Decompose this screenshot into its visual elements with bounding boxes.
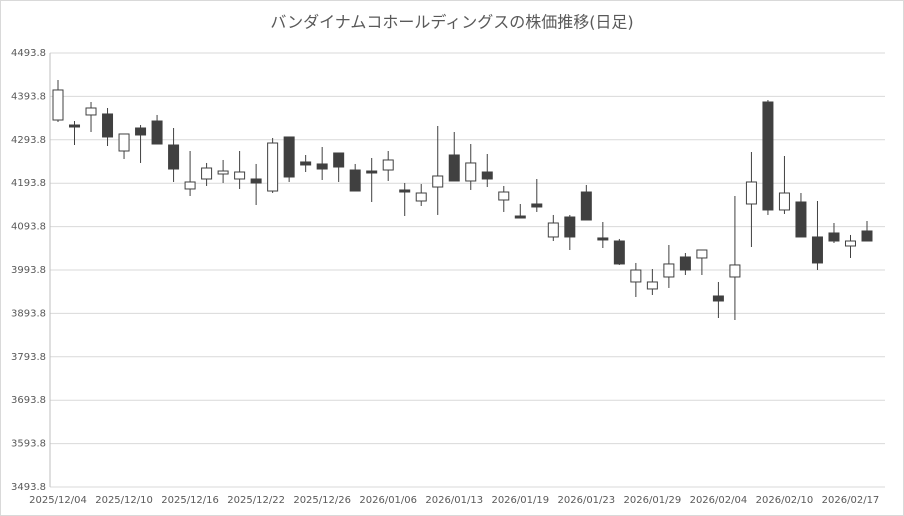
x-tick-label: 2026/01/23: [558, 495, 616, 506]
x-tick-label: 2025/12/10: [95, 495, 153, 506]
y-tick-label: 3793.8: [11, 352, 46, 363]
candle-body: [514, 215, 526, 219]
candle-body: [448, 154, 460, 182]
candle-body: [201, 167, 213, 180]
candle-body: [151, 120, 163, 145]
candle-body: [811, 236, 823, 264]
x-tick-label: 2025/12/26: [293, 495, 351, 506]
x-tick-label: 2025/12/16: [161, 495, 219, 506]
candle-body: [432, 175, 444, 188]
candle-body: [613, 240, 625, 265]
candle-body: [597, 237, 609, 241]
candle-body: [646, 281, 658, 290]
candle-body: [630, 269, 642, 283]
candle-body: [547, 222, 559, 238]
candle-body: [729, 264, 741, 278]
candle-body: [531, 203, 543, 208]
candle-body: [300, 161, 312, 166]
candle-body: [267, 142, 279, 192]
y-tick-label: 4093.8: [11, 222, 46, 233]
y-tick-label: 3893.8: [11, 308, 46, 319]
y-tick-label: 4393.8: [11, 91, 46, 102]
y-tick-label: 4293.8: [11, 135, 46, 146]
x-tick-label: 2026/01/29: [624, 495, 682, 506]
candle-body: [844, 240, 856, 247]
candle-body: [564, 216, 576, 238]
candle-body: [333, 152, 345, 168]
candle-body: [135, 127, 147, 136]
candle-body: [712, 295, 724, 302]
candle-body: [861, 230, 873, 242]
x-tick-label: 2025/12/04: [29, 495, 87, 506]
x-tick-label: 2026/01/19: [491, 495, 549, 506]
candle-body: [234, 171, 246, 180]
candle-body: [415, 192, 427, 202]
candle-body: [795, 201, 807, 238]
candle-body: [498, 191, 510, 201]
candle-body: [745, 181, 757, 205]
chart-title: バンダイナムコホールディングスの株価推移(日足): [270, 13, 633, 32]
y-tick-label: 3693.8: [11, 395, 46, 406]
candle-body: [663, 263, 675, 278]
candle-body: [283, 136, 295, 178]
candle-body: [85, 107, 97, 116]
candle-body: [52, 89, 64, 121]
y-tick-label: 3593.8: [11, 439, 46, 450]
y-tick-label: 4493.8: [11, 48, 46, 59]
candle-body: [465, 162, 477, 182]
candle-body: [168, 144, 180, 170]
candle-body: [778, 192, 790, 211]
candle-body: [217, 170, 229, 175]
x-tick-label: 2025/12/22: [227, 495, 285, 506]
y-tick-label: 3993.8: [11, 265, 46, 276]
candle-body: [102, 113, 114, 138]
x-tick-label: 2026/02/04: [690, 495, 748, 506]
candle-body: [184, 181, 196, 190]
candle-body: [580, 191, 592, 221]
y-tick-label: 4193.8: [11, 178, 46, 189]
y-tick-label: 3493.8: [11, 482, 46, 493]
candle-body: [762, 101, 774, 211]
candle-body: [828, 232, 840, 242]
candle-body: [349, 169, 361, 192]
x-tick-label: 2026/02/10: [756, 495, 814, 506]
candle-body: [399, 189, 411, 193]
candle-body: [250, 178, 262, 184]
x-tick-label: 2026/02/17: [822, 495, 880, 506]
candle-body: [696, 249, 708, 259]
x-tick-label: 2026/01/13: [425, 495, 483, 506]
candle-body: [679, 256, 691, 271]
candle-body: [366, 170, 378, 174]
candle-body: [481, 171, 493, 180]
candle-body: [118, 133, 130, 152]
x-tick-label: 2026/01/06: [359, 495, 417, 506]
candle-body: [382, 159, 394, 171]
candle-body: [316, 163, 328, 170]
candle-body: [69, 124, 81, 128]
